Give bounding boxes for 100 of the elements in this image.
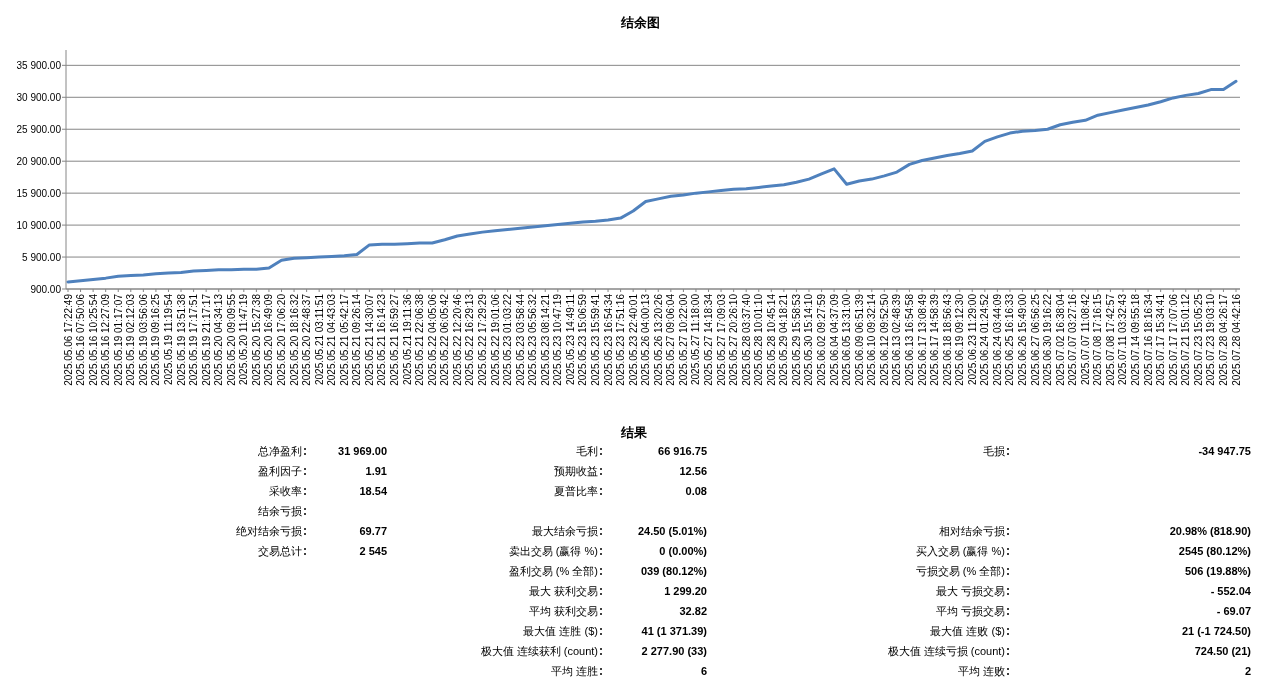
x-tick-label: 2025.06.05 13:31:00 [841, 293, 853, 386]
x-tick-label: 2025.05.23 22:40:01 [627, 293, 639, 386]
x-tick-label: 2025.05.06 17:22:49 [62, 293, 74, 386]
x-tick-label: 2025.05.28 10:45:14 [765, 293, 777, 386]
x-tick-label: 2025.05.16 12:27:09 [100, 293, 112, 386]
x-tick-label: 2025.05.20 17:06:20 [276, 293, 288, 386]
x-tick-label: 2025.05.28 03:37:40 [740, 293, 752, 386]
x-tick-label: 2025.06.17 13:08:49 [916, 293, 928, 386]
x-tick-label: 2025.05.22 04:05:06 [426, 293, 438, 386]
category-label: 最大值 连败 ($) [930, 625, 1005, 637]
y-tick-label: 5 900.00 [22, 252, 62, 264]
x-tick-label: 2025.05.20 04:34:13 [213, 293, 225, 386]
x-tick-label: 2025.07.17 15:34:41 [1155, 293, 1167, 386]
x-tick-label: 2025.06.25 16:16:33 [1004, 293, 1016, 386]
x-tick-label: 2025.06.24 01:24:52 [979, 293, 991, 386]
x-tick-label: 2025.05.23 16:54:34 [602, 293, 614, 386]
x-tick-label: 2025.05.27 14:18:34 [703, 293, 715, 386]
x-tick-label: 2025.07.11 03:32:43 [1117, 293, 1129, 386]
x-tick-label: 2025.07.23 15:05:25 [1192, 293, 1204, 386]
category-label: 采收率 [269, 485, 302, 497]
x-tick-label: 2025.05.27 20:26:10 [728, 293, 740, 386]
x-tick-label: 2025.07.08 17:16:15 [1092, 293, 1104, 386]
text: 66 916.75 [658, 445, 707, 457]
x-tick-label: 2025.06.09 06:51:39 [853, 293, 865, 386]
category-label: 卖出交易 (赢得 %) [508, 545, 598, 557]
x-tick-label: 2025.05.27 09:06:04 [665, 293, 677, 386]
text: 41 (1 371.39) [641, 625, 707, 637]
x-tick-label: 2025.05.26 13:20:26 [652, 293, 664, 386]
x-tick-label: 2025.05.22 06:05:42 [439, 293, 451, 386]
y-tick-label: 30 900.00 [16, 92, 62, 104]
category-label: 极大值 连续亏损 (count) [886, 645, 1005, 657]
x-tick-label: 2025.05.29 15:58:53 [790, 293, 802, 386]
x-tick-label: 2025.05.19 13:51:38 [175, 293, 187, 386]
x-tick-label: 2025.06.13 02:48:39 [891, 293, 903, 386]
x-tick-label: 2025.05.23 10:47:19 [552, 293, 564, 386]
category-label: 亏损交易 (% 全部) [915, 565, 1005, 577]
text: 1 299.20 [664, 585, 707, 597]
x-tick-label: 2025.05.16 07:50:06 [75, 293, 87, 386]
category-label: 平均 连败 [957, 665, 1005, 677]
category-label: 相对结余亏损 [939, 525, 1005, 537]
x-tick-label: 2025.06.18 18:56:43 [941, 293, 953, 386]
x-tick-label: 2025.05.21 05:42:17 [338, 293, 350, 386]
text: 12.56 [679, 465, 707, 477]
x-tick-label: 2025.05.23 15:06:59 [577, 293, 589, 386]
category-label: 盈利因子 [258, 465, 302, 477]
text: 24.50 (5.01%) [637, 525, 707, 537]
y-tick-label: 15 900.00 [16, 188, 62, 200]
text: 32.82 [679, 605, 707, 617]
x-tick-label: 2025.05.19 09:16:25 [150, 293, 162, 386]
text: 6 [700, 665, 707, 677]
category-label: 毛利 [576, 445, 598, 457]
x-tick-label: 2025.05.21 04:43:03 [326, 293, 338, 386]
x-tick-label: 2025.05.27 17:09:03 [715, 293, 727, 386]
x-tick-label: 2025.05.19 03:56:06 [137, 293, 149, 386]
text: 结果 [620, 425, 648, 440]
x-tick-label: 2025.06.10 09:32:14 [866, 293, 878, 386]
x-tick-label: 2025.06.12 09:52:50 [878, 293, 890, 386]
x-tick-label: 2025.07.14 09:55:18 [1130, 293, 1142, 386]
x-tick-label: 2025.05.22 16:29:13 [464, 293, 476, 386]
category-label: 平均 连胜 [550, 665, 598, 677]
x-tick-label: 2025.05.20 15:27:38 [250, 293, 262, 386]
x-tick-label: 2025.07.17 17:07:06 [1167, 293, 1179, 386]
text: 0 (0.00%) [659, 545, 707, 557]
text: 21 (-1 724.50) [1181, 625, 1251, 637]
text: 039 (80.12%) [640, 565, 707, 577]
x-tick-label: 2025.06.04 04:37:09 [828, 293, 840, 386]
x-tick-label: 2025.05.20 09:09:55 [225, 293, 237, 386]
text: 69.77 [359, 525, 387, 537]
y-tick-label: 25 900.00 [16, 124, 62, 136]
x-tick-label: 2025.05.23 05:56:32 [527, 293, 539, 386]
text: - 69.07 [1216, 605, 1251, 617]
x-tick-label: 2025.07.21 15:01:12 [1180, 293, 1192, 386]
x-tick-label: 2025.07.28 04:42:16 [1230, 293, 1242, 386]
x-tick-label: 2025.05.30 15:14:10 [803, 293, 815, 386]
x-tick-label: 2025.05.20 11:47:19 [238, 293, 250, 386]
category-label: 盈利交易 (% 全部) [508, 565, 598, 577]
category-label: 总净盈利 [257, 445, 302, 457]
category-label: 平均 亏损交易 [935, 605, 1005, 617]
x-tick-label: 2025.05.23 01:03:22 [502, 293, 514, 386]
y-tick-label: 900.00 [30, 284, 62, 295]
text: 20.98% (818.90) [1169, 525, 1251, 537]
x-tick-label: 2025.05.22 17:29:29 [476, 293, 488, 386]
x-tick-label: 2025.05.22 12:20:46 [451, 293, 463, 386]
x-tick-label: 2025.06.23 11:29:00 [966, 293, 978, 386]
category-label: 最大结余亏损 [532, 525, 598, 537]
x-tick-label: 2025.07.07 03:27:16 [1067, 293, 1079, 386]
x-tick-label: 2025.06.17 14:58:39 [929, 293, 941, 386]
category-label: 买入交易 (赢得 %) [915, 545, 1005, 557]
x-tick-label: 2025.06.24 03:44:09 [991, 293, 1003, 386]
text: 506 (19.88%) [1184, 565, 1251, 577]
text: 2545 (80.12%) [1178, 545, 1251, 557]
y-tick-label: 35 900.00 [16, 60, 62, 72]
x-tick-label: 2025.05.23 03:58:44 [514, 293, 526, 386]
text: 724.50 (21) [1194, 645, 1251, 657]
x-tick-label: 2025.06.30 19:16:22 [1042, 293, 1054, 386]
x-tick-label: 2025.05.23 14:49:11 [564, 293, 576, 386]
x-tick-label: 2025.05.21 22:06:38 [414, 293, 426, 386]
x-tick-label: 2025.05.20 22:48:37 [301, 293, 313, 386]
text: 2 [1244, 665, 1251, 677]
x-tick-label: 2025.07.08 17:42:57 [1104, 293, 1116, 386]
